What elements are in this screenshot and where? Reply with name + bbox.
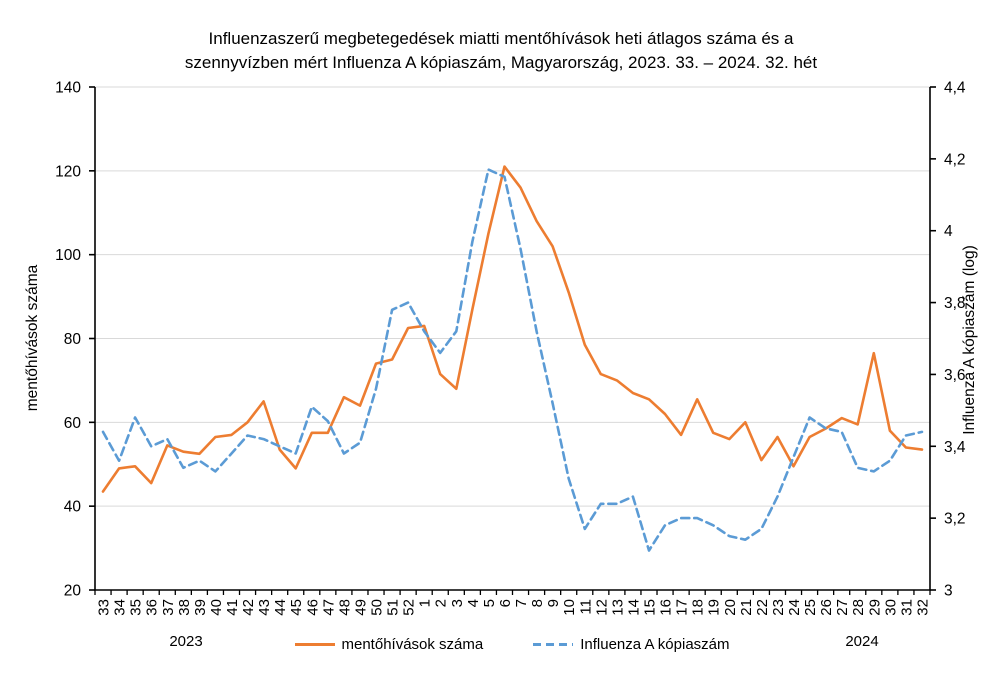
x-axis-week-label: 47 [320, 599, 337, 616]
legend-line-sample-solid [294, 643, 335, 646]
right-axis-tick-label: 3,6 [944, 367, 966, 384]
x-axis-week-label: 11 [577, 599, 594, 615]
x-axis-week-label: 27 [834, 599, 851, 616]
left-axis-tick-label: 80 [64, 331, 82, 348]
x-axis-week-label: 9 [545, 599, 562, 607]
right-axis-tick-label: 4,4 [944, 80, 966, 97]
x-axis-week-label: 5 [481, 599, 498, 607]
x-axis-week-label: 52 [401, 599, 418, 616]
x-axis-week-label: 44 [272, 599, 289, 616]
x-axis-week-label: 17 [674, 599, 691, 616]
right-axis-tick-label: 3,4 [944, 439, 966, 456]
x-axis-week-label: 46 [304, 599, 321, 616]
left-axis-tick-label: 140 [55, 80, 81, 97]
x-axis-week-label: 38 [176, 599, 193, 616]
x-axis-week-label: 39 [192, 599, 209, 616]
right-axis-tick-label: 3,8 [944, 295, 966, 312]
chart-title-line1: Influenzaszerű megbetegedések miatti men… [208, 29, 794, 48]
x-axis-week-label: 43 [256, 599, 273, 616]
right-axis-tick-label: 4,2 [944, 151, 966, 168]
x-axis-week-label: 18 [690, 599, 707, 616]
x-axis-week-label: 50 [369, 599, 386, 616]
left-axis-tick-label: 20 [64, 583, 82, 600]
x-axis-week-label: 24 [786, 599, 803, 616]
legend-item-calls: mentőhívások száma [294, 636, 484, 653]
legend-label-calls: mentőhívások száma [341, 636, 484, 653]
x-axis-week-label: 20 [722, 599, 739, 616]
x-axis-week-label: 32 [914, 599, 931, 616]
x-axis-week-label: 3 [449, 599, 466, 607]
x-axis-year-2023: 2023 [169, 633, 203, 650]
x-axis-week-label: 19 [706, 599, 723, 616]
x-axis-week-label: 40 [208, 599, 225, 616]
x-axis-week-label: 1 [417, 599, 434, 607]
left-axis-tick-label: 100 [55, 247, 81, 264]
x-axis-week-label: 6 [497, 599, 514, 607]
legend-label-copies: Influenza A kópiaszám [580, 636, 730, 653]
x-axis-week-label: 13 [609, 599, 626, 616]
left-axis-tick-label: 40 [64, 499, 82, 516]
x-axis-week-label: 2 [433, 599, 450, 607]
chart-title: Influenzaszerű megbetegedések miatti men… [0, 27, 1002, 75]
x-axis-week-label: 30 [882, 599, 899, 616]
x-axis-year-2024: 2024 [845, 633, 879, 650]
right-axis-tick-label: 3 [944, 583, 953, 600]
x-axis-week-label: 15 [641, 599, 658, 616]
right-axis-tick-label: 3,2 [944, 511, 966, 528]
x-axis-week-label: 7 [513, 599, 530, 607]
x-axis-week-label: 42 [240, 599, 257, 616]
x-axis-week-label: 4 [465, 599, 482, 607]
x-axis-week-label: 10 [561, 599, 578, 616]
x-axis-week-label: 23 [770, 599, 787, 616]
legend: mentőhívások száma Influenza A kópiaszám [22, 636, 1002, 653]
x-axis-week-label: 41 [224, 599, 241, 616]
x-axis-week-label: 29 [866, 599, 883, 616]
x-axis-week-label: 37 [160, 599, 177, 616]
left-axis-tick-label: 60 [64, 415, 82, 432]
x-axis-week-label: 21 [738, 599, 755, 616]
x-axis-week-label: 34 [112, 599, 129, 616]
x-axis-week-label: 45 [288, 599, 305, 616]
x-axis-week-label: 14 [625, 599, 642, 616]
right-axis-tick-label: 4 [944, 223, 953, 240]
x-axis-week-label: 8 [529, 599, 546, 607]
series-line-calls [101, 165, 924, 493]
x-axis-week-label: 48 [336, 599, 353, 616]
chart-title-line2: szennyvízben mért Influenza A kópiaszám,… [184, 53, 818, 73]
x-axis-week-label: 35 [128, 599, 145, 616]
x-axis-week-label: 12 [593, 599, 610, 616]
x-axis-week-label: 36 [144, 599, 161, 616]
legend-line-sample-dashed [533, 643, 574, 646]
series-line-copies [101, 168, 924, 552]
legend-item-copies: Influenza A kópiaszám [533, 636, 730, 653]
x-axis-week-label: 51 [385, 599, 402, 616]
x-axis-week-label: 26 [818, 599, 835, 616]
left-axis-tick-label: 120 [55, 163, 81, 180]
x-axis-week-label: 25 [802, 599, 819, 616]
x-axis-week-label: 31 [898, 599, 915, 616]
x-axis-week-label: 33 [96, 599, 113, 616]
x-axis-week-label: 49 [352, 599, 369, 616]
x-axis-week-label: 16 [658, 599, 675, 616]
x-axis-week-label: 22 [754, 599, 771, 616]
x-axis-week-label: 28 [850, 599, 867, 616]
